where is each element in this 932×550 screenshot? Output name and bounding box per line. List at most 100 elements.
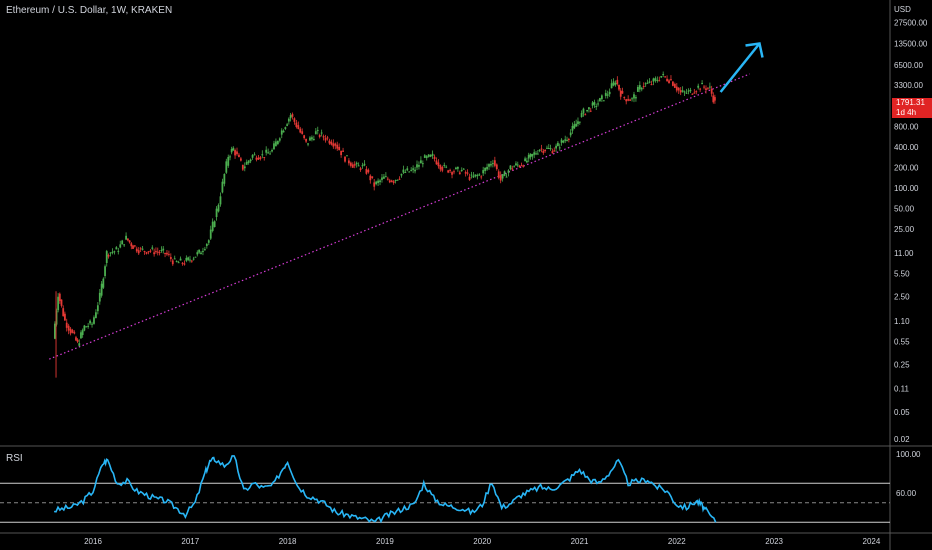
- candle: [425, 156, 428, 159]
- candle: [249, 159, 252, 162]
- candle: [205, 244, 208, 246]
- candle: [381, 177, 383, 180]
- candle: [560, 139, 563, 143]
- candle: [119, 244, 122, 248]
- candle: [662, 74, 665, 76]
- candle: [464, 172, 467, 174]
- candle: [501, 174, 504, 179]
- candle: [311, 137, 313, 140]
- candle: [402, 169, 405, 173]
- candle: [660, 76, 663, 78]
- candle: [693, 92, 696, 94]
- candle: [410, 169, 413, 171]
- candle: [408, 171, 411, 173]
- candle: [529, 153, 532, 158]
- candle: [55, 310, 58, 325]
- candle: [499, 175, 502, 181]
- candle: [691, 93, 694, 95]
- candle: [492, 163, 494, 165]
- candle: [177, 262, 180, 264]
- candle: [597, 103, 599, 105]
- chart-title: Ethereum / U.S. Dollar, 1W, KRAKEN: [6, 5, 173, 16]
- candle: [566, 139, 568, 141]
- candle: [377, 180, 379, 183]
- candle: [289, 115, 292, 119]
- candle: [495, 164, 498, 170]
- candle: [455, 167, 457, 170]
- candle: [642, 85, 645, 87]
- rsi-label: RSI: [6, 453, 23, 464]
- rsi-tick-label: 60.00: [896, 489, 917, 498]
- candle: [135, 248, 138, 252]
- candle: [593, 101, 596, 105]
- candle: [128, 240, 131, 243]
- candle: [351, 164, 354, 168]
- candle: [544, 149, 547, 152]
- candle: [287, 118, 290, 122]
- candle: [145, 252, 148, 254]
- candle: [474, 174, 477, 177]
- candle: [443, 164, 446, 166]
- candle: [421, 163, 424, 165]
- price-tick-label: 200.00: [894, 164, 919, 173]
- candle: [542, 150, 545, 153]
- candle: [215, 208, 218, 217]
- candle: [183, 263, 186, 265]
- candle: [373, 182, 376, 187]
- bar-countdown: 1d 4h: [896, 108, 917, 117]
- price-tick-label: 3300.00: [894, 81, 923, 90]
- candle: [689, 89, 692, 92]
- candle: [185, 257, 188, 261]
- candle: [573, 124, 576, 129]
- candle: [71, 330, 74, 333]
- candle: [602, 100, 605, 102]
- candle: [577, 121, 579, 124]
- price-tick-label: 100.00: [894, 184, 919, 193]
- candle: [589, 110, 592, 112]
- candle: [217, 204, 220, 212]
- candle: [273, 143, 275, 150]
- candle: [89, 320, 91, 324]
- candle: [83, 325, 86, 331]
- candle: [460, 170, 463, 172]
- candle: [80, 332, 82, 339]
- candle: [575, 123, 578, 127]
- candle: [466, 172, 469, 174]
- candle: [324, 138, 327, 141]
- candle: [488, 164, 490, 167]
- candle: [445, 166, 448, 168]
- candle: [447, 170, 450, 173]
- candle: [672, 81, 674, 86]
- candle: [633, 94, 635, 99]
- candle: [361, 165, 364, 167]
- candle: [143, 251, 146, 253]
- candle: [493, 160, 496, 166]
- candle: [139, 248, 142, 250]
- candle: [429, 154, 432, 157]
- candle: [295, 122, 298, 127]
- candle: [383, 176, 385, 179]
- candle: [431, 153, 434, 156]
- candle: [515, 163, 517, 166]
- candle: [265, 149, 268, 153]
- candle: [670, 79, 672, 81]
- candle: [100, 283, 103, 296]
- candle: [614, 82, 617, 85]
- candle: [547, 147, 550, 149]
- candle: [392, 181, 395, 183]
- candle: [513, 166, 516, 168]
- candle: [251, 155, 254, 158]
- candle: [604, 92, 607, 96]
- candle: [412, 168, 415, 170]
- last-price: 1791.31: [896, 98, 925, 107]
- candle: [522, 165, 525, 167]
- candle: [468, 176, 471, 180]
- price-tick-label: 6500.00: [894, 61, 923, 70]
- candle: [196, 252, 199, 255]
- candle: [650, 84, 653, 86]
- candle: [293, 118, 296, 122]
- candle: [470, 174, 473, 176]
- candle: [164, 252, 166, 254]
- candle: [623, 97, 626, 99]
